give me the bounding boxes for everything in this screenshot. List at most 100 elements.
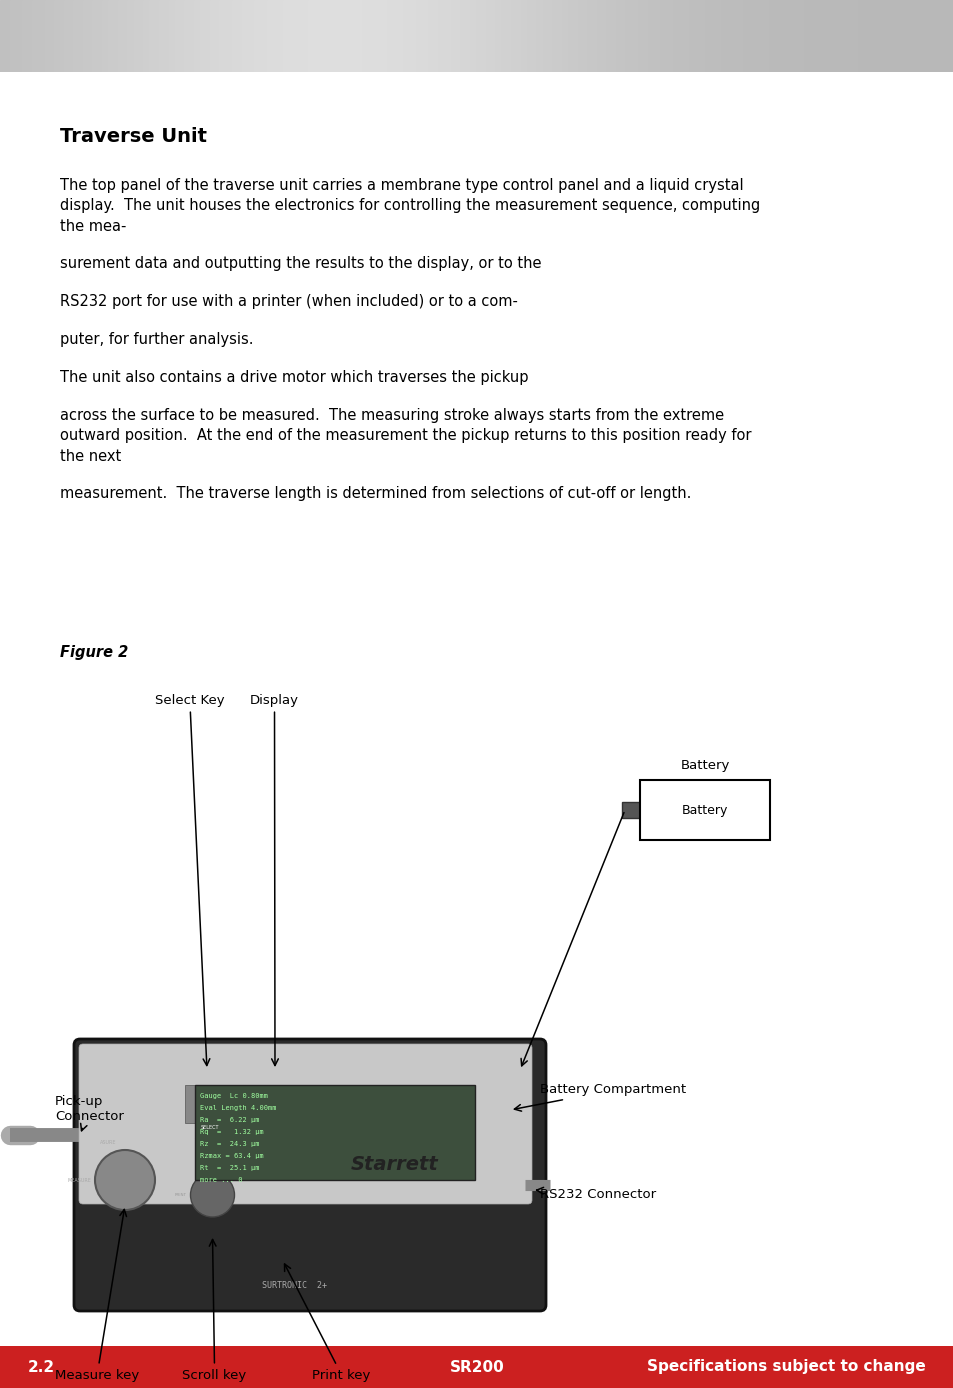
Text: Rzmax = 63.4 μm: Rzmax = 63.4 μm — [200, 1153, 263, 1159]
Bar — [38, 0, 42, 72]
Bar — [479, 0, 484, 72]
Bar — [476, 0, 480, 72]
Bar — [429, 0, 433, 72]
Text: Starrett: Starrett — [351, 1155, 438, 1174]
Bar — [267, 0, 271, 72]
Bar — [515, 0, 518, 72]
Bar — [124, 0, 128, 72]
Bar — [559, 0, 563, 72]
Bar — [902, 0, 906, 72]
Bar — [238, 0, 242, 72]
Bar — [219, 0, 223, 72]
Bar — [915, 0, 919, 72]
Bar — [334, 0, 337, 72]
Bar — [537, 0, 541, 72]
Bar — [556, 0, 560, 72]
Bar — [886, 0, 890, 72]
Bar — [527, 0, 532, 72]
Bar — [260, 0, 265, 72]
Bar — [941, 0, 944, 72]
Bar — [715, 0, 719, 72]
Text: Measure key: Measure key — [55, 1209, 139, 1381]
Bar — [331, 0, 335, 72]
Bar — [677, 0, 680, 72]
Bar — [178, 0, 182, 72]
Bar — [86, 0, 90, 72]
Bar — [54, 0, 58, 72]
Bar — [683, 0, 687, 72]
Bar — [746, 0, 751, 72]
Bar — [598, 0, 601, 72]
Bar — [760, 0, 763, 72]
Bar — [864, 0, 868, 72]
Bar — [336, 0, 341, 72]
Bar — [407, 0, 411, 72]
Bar — [193, 0, 198, 72]
Bar — [274, 0, 277, 72]
Bar — [381, 0, 385, 72]
Bar — [679, 0, 684, 72]
Bar — [172, 0, 175, 72]
Bar — [203, 0, 208, 72]
Bar — [498, 0, 503, 72]
Bar — [845, 0, 849, 72]
Text: Rq  =   1.32 μm: Rq = 1.32 μm — [200, 1128, 263, 1135]
Text: Print key: Print key — [284, 1264, 371, 1381]
Bar — [626, 0, 630, 72]
Bar — [775, 0, 780, 72]
Bar — [591, 0, 595, 72]
Bar — [483, 0, 487, 72]
Bar — [102, 0, 106, 72]
Bar — [391, 0, 395, 72]
Bar — [340, 0, 344, 72]
Bar — [874, 0, 878, 72]
Bar — [740, 0, 744, 72]
Bar — [98, 0, 103, 72]
Bar — [588, 0, 592, 72]
Bar — [216, 0, 220, 72]
Bar — [803, 0, 808, 72]
Bar — [181, 0, 185, 72]
Bar — [426, 0, 430, 72]
Bar — [159, 0, 163, 72]
Bar — [254, 0, 258, 72]
Bar — [731, 0, 735, 72]
Bar — [817, 0, 821, 72]
Bar — [232, 0, 236, 72]
Bar — [438, 0, 442, 72]
Circle shape — [191, 1173, 234, 1217]
Text: The unit also contains a drive motor which traverses the pickup: The unit also contains a drive motor whi… — [60, 371, 528, 384]
Bar — [493, 0, 497, 72]
Bar — [908, 0, 913, 72]
Bar — [169, 0, 172, 72]
FancyBboxPatch shape — [74, 1040, 545, 1312]
Bar — [22, 0, 27, 72]
Bar — [660, 0, 665, 72]
Bar — [403, 0, 408, 72]
Bar — [413, 0, 417, 72]
Text: Ra  =  6.22 μm: Ra = 6.22 μm — [200, 1117, 259, 1123]
Bar — [727, 0, 732, 72]
Bar — [569, 0, 573, 72]
Bar — [305, 0, 309, 72]
Bar — [362, 0, 366, 72]
Bar — [136, 0, 141, 72]
Bar — [359, 0, 363, 72]
Bar — [836, 0, 840, 72]
Bar — [441, 0, 446, 72]
Bar — [880, 0, 884, 72]
Bar — [455, 0, 458, 72]
Bar — [613, 0, 618, 72]
Bar — [769, 0, 773, 72]
Bar — [140, 0, 144, 72]
Bar — [562, 0, 566, 72]
Bar — [883, 0, 887, 72]
Bar — [931, 0, 935, 72]
Bar — [765, 0, 770, 72]
Bar — [419, 0, 423, 72]
Bar — [464, 0, 468, 72]
Text: Scroll key: Scroll key — [182, 1239, 247, 1381]
Bar — [705, 0, 709, 72]
Bar — [801, 0, 804, 72]
Bar — [855, 0, 859, 72]
